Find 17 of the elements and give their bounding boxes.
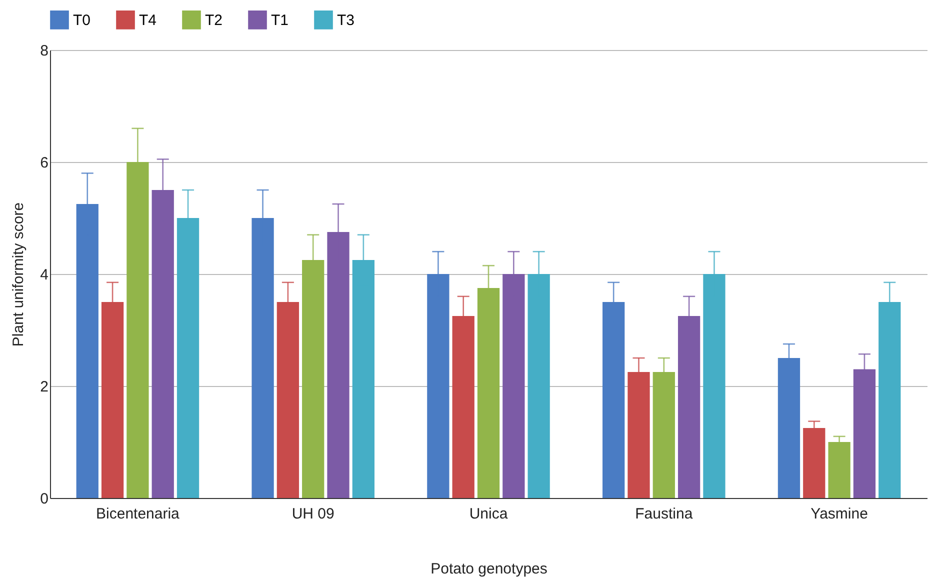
y-tick-label: 0 [40, 490, 48, 508]
x-axis-title: Potato genotypes [430, 560, 548, 578]
y-tick-label: 4 [40, 266, 48, 284]
y-tick-label: 6 [40, 154, 48, 172]
y-axis-title: Plant uniformity score [10, 202, 28, 347]
x-tick-label: Yasmine [810, 506, 868, 522]
legend-label: T1 [271, 12, 289, 29]
legend-label: T2 [205, 12, 223, 29]
x-tick-label: Bicentenaria [96, 506, 180, 522]
legend-label: T3 [337, 12, 355, 29]
y-tick-label: 8 [40, 42, 48, 60]
x-tick-label: Unica [469, 506, 508, 522]
y-tick-label: 2 [40, 378, 48, 396]
x-tick-label: UH 09 [292, 506, 334, 522]
legend-label: T4 [139, 12, 157, 29]
x-tick-label: Faustina [635, 506, 694, 522]
legend-label: T0 [73, 12, 91, 29]
